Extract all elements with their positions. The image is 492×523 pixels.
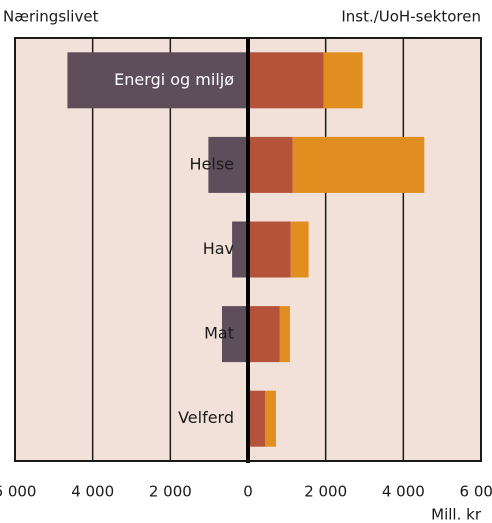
x-tick-label: 6 000 — [460, 483, 492, 501]
bar — [248, 136, 293, 193]
bar — [232, 221, 248, 278]
bar — [323, 52, 363, 109]
left-title: Næringslivet — [3, 8, 99, 26]
bar — [248, 306, 280, 363]
category-label: Velferd — [178, 408, 234, 427]
x-tick-label: 6 000 — [0, 483, 36, 501]
x-tick-label: 0 — [243, 483, 253, 501]
x-tick-label: 4 000 — [71, 483, 114, 501]
bar — [67, 52, 248, 109]
plot-border — [14, 37, 482, 462]
right-title: Inst./UoH-sektoren — [341, 8, 481, 26]
x-axis-label: Mill. kr — [431, 506, 482, 523]
category-label: Energi og miljø — [114, 70, 234, 89]
x-tick-label: 4 000 — [382, 483, 425, 501]
bar — [292, 136, 425, 193]
category-label: Hav — [203, 239, 234, 258]
bar — [248, 221, 291, 278]
bar — [290, 221, 309, 278]
bar — [265, 390, 276, 447]
bar — [221, 306, 248, 363]
bar — [248, 52, 324, 109]
category-label: Helse — [190, 154, 235, 173]
x-tick-label: 2 000 — [149, 483, 192, 501]
bar — [248, 390, 266, 447]
bar — [208, 136, 248, 193]
bar — [279, 306, 290, 363]
x-tick-label: 2 000 — [304, 483, 347, 501]
category-label: Mat — [204, 324, 234, 343]
